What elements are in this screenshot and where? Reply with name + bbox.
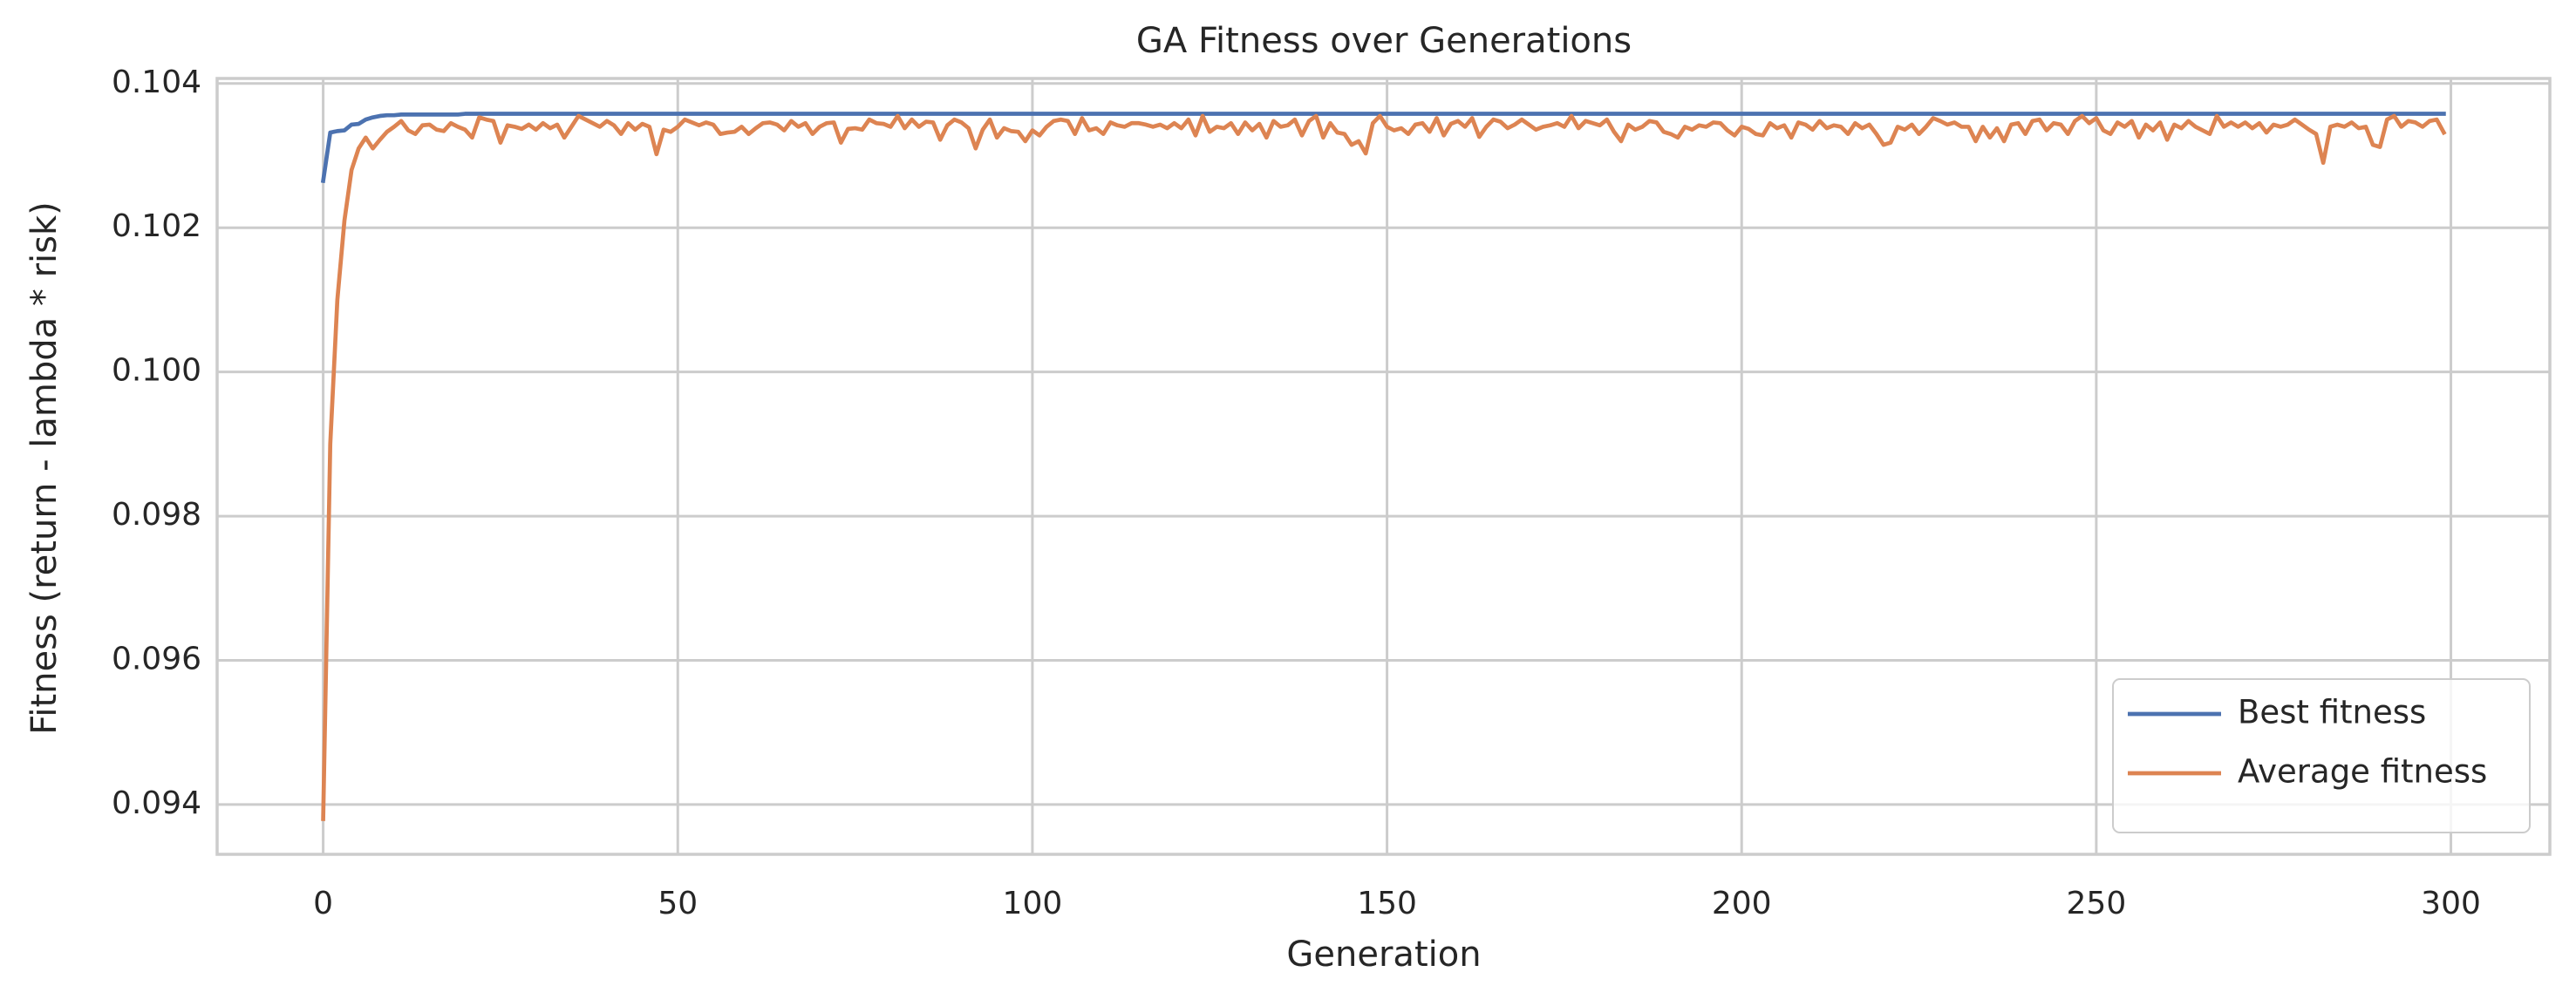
y-axis-label: Fitness (return - lambda * risk) <box>24 201 65 735</box>
x-axis-label: Generation <box>1286 935 1481 975</box>
y-tick-label: 0.102 <box>112 208 201 244</box>
legend-label: Average fitness <box>2238 753 2487 791</box>
x-tick-label: 250 <box>2067 886 2127 921</box>
legend-box <box>2112 678 2531 833</box>
y-tick-label: 0.100 <box>112 353 201 389</box>
x-tick-label: 50 <box>658 886 698 921</box>
legend-label: Best fitness <box>2238 694 2426 731</box>
x-tick-label: 0 <box>313 886 333 921</box>
y-tick-label: 0.096 <box>112 642 201 677</box>
chart-title: GA Fitness over Generations <box>1136 21 1632 61</box>
y-tick-label: 0.094 <box>112 785 201 821</box>
x-tick-label: 100 <box>1003 886 1063 921</box>
series-line <box>321 113 2447 821</box>
x-tick-label: 200 <box>1712 886 1772 921</box>
x-tick-label: 300 <box>2421 886 2481 921</box>
series-line <box>320 112 2446 184</box>
y-tick-label: 0.104 <box>112 65 201 100</box>
plot-frame <box>215 77 2552 856</box>
y-tick-label: 0.098 <box>112 497 201 533</box>
x-tick-label: 150 <box>1357 886 1417 921</box>
